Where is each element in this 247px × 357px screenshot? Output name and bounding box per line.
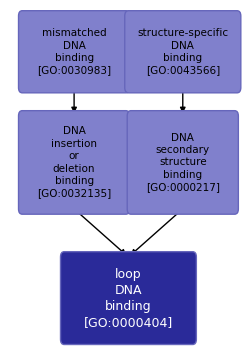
Text: structure-specific
DNA
binding
[GO:0043566]: structure-specific DNA binding [GO:00435… [137, 28, 228, 75]
Text: loop
DNA
binding
[GO:0000404]: loop DNA binding [GO:0000404] [84, 268, 173, 328]
FancyBboxPatch shape [61, 252, 196, 345]
Text: DNA
insertion
or
deletion
binding
[GO:0032135]: DNA insertion or deletion binding [GO:00… [37, 126, 111, 198]
FancyBboxPatch shape [19, 111, 130, 214]
Text: mismatched
DNA
binding
[GO:0030983]: mismatched DNA binding [GO:0030983] [37, 28, 111, 75]
FancyBboxPatch shape [127, 111, 238, 214]
Text: DNA
secondary
structure
binding
[GO:0000217]: DNA secondary structure binding [GO:0000… [146, 133, 220, 192]
FancyBboxPatch shape [125, 11, 241, 93]
FancyBboxPatch shape [19, 11, 130, 93]
